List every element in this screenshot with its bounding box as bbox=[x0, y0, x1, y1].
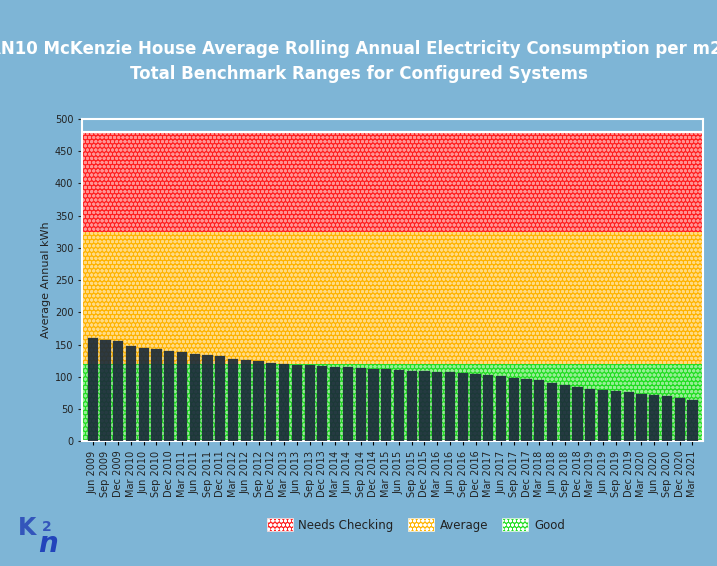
Bar bbox=[521, 379, 532, 441]
Bar bbox=[534, 380, 544, 441]
Text: 2: 2 bbox=[42, 520, 52, 534]
Bar bbox=[292, 365, 302, 441]
Bar bbox=[560, 385, 570, 441]
Bar bbox=[138, 348, 149, 441]
Bar bbox=[190, 354, 200, 441]
Bar bbox=[624, 392, 634, 441]
Bar bbox=[636, 394, 647, 441]
Bar bbox=[508, 378, 519, 441]
Bar bbox=[82, 132, 703, 232]
Bar bbox=[228, 359, 238, 441]
Text: K: K bbox=[18, 516, 36, 539]
Bar bbox=[547, 383, 557, 441]
Bar bbox=[82, 232, 703, 364]
Bar bbox=[585, 389, 595, 441]
Bar bbox=[151, 349, 161, 441]
Bar bbox=[496, 376, 506, 441]
Bar bbox=[305, 365, 315, 441]
Bar bbox=[317, 366, 328, 441]
Bar bbox=[177, 353, 187, 441]
Bar bbox=[253, 362, 264, 441]
Bar bbox=[483, 375, 493, 441]
Bar bbox=[445, 372, 455, 441]
Bar bbox=[82, 132, 703, 232]
Bar bbox=[113, 341, 123, 441]
Bar bbox=[598, 390, 608, 441]
Bar bbox=[432, 372, 442, 441]
Bar bbox=[215, 357, 225, 441]
Text: AN10 McKenzie House Average Rolling Annual Electricity Consumption per m2-
Total: AN10 McKenzie House Average Rolling Annu… bbox=[0, 40, 717, 83]
Bar bbox=[82, 232, 703, 364]
Bar bbox=[470, 374, 480, 441]
Bar bbox=[419, 371, 429, 441]
Bar bbox=[457, 373, 468, 441]
Bar bbox=[87, 338, 98, 441]
Bar bbox=[381, 369, 391, 441]
Bar bbox=[266, 363, 277, 441]
Bar bbox=[369, 368, 379, 441]
Bar bbox=[202, 355, 213, 441]
Bar bbox=[394, 370, 404, 441]
Bar bbox=[82, 364, 703, 441]
Bar bbox=[82, 364, 703, 441]
Bar bbox=[164, 351, 174, 441]
Bar bbox=[100, 340, 110, 441]
Text: n: n bbox=[38, 530, 58, 559]
Bar bbox=[662, 396, 672, 441]
Bar bbox=[356, 368, 366, 441]
Y-axis label: Average Annual kWh: Average Annual kWh bbox=[41, 222, 51, 338]
Bar bbox=[611, 391, 621, 441]
Bar bbox=[649, 395, 659, 441]
Bar bbox=[572, 387, 583, 441]
Bar bbox=[330, 367, 341, 441]
Bar bbox=[407, 371, 417, 441]
Bar bbox=[279, 364, 289, 441]
Bar bbox=[343, 367, 353, 441]
Bar bbox=[126, 346, 136, 441]
Bar bbox=[675, 397, 685, 441]
Bar bbox=[241, 360, 251, 441]
Legend: Needs Checking, Average, Good: Needs Checking, Average, Good bbox=[261, 512, 571, 538]
Bar bbox=[688, 400, 698, 441]
